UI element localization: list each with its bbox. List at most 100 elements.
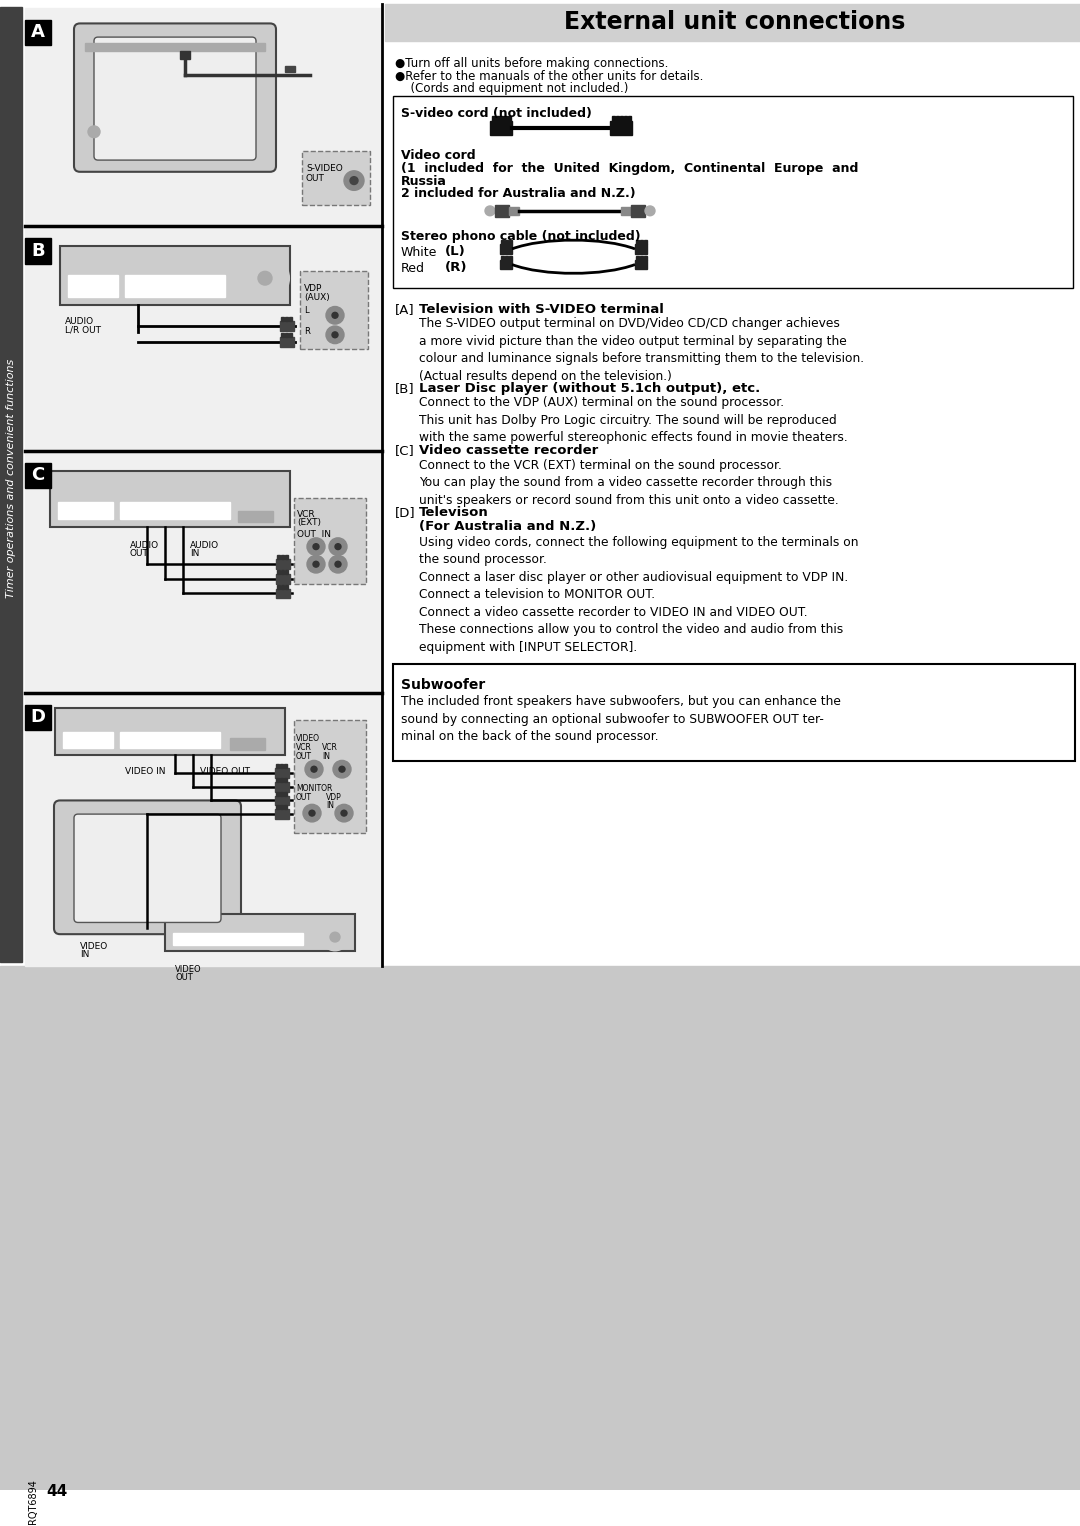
Bar (610, 121, 632, 134)
Text: VDP: VDP (303, 284, 322, 293)
Text: D: D (30, 708, 45, 726)
Bar (276, 555, 280, 560)
Bar (500, 116, 503, 121)
Text: ●Turn off all units before making connections.: ●Turn off all units before making connec… (395, 56, 669, 70)
Text: Using video cords, connect the following equipment to the terminals on
the sound: Using video cords, connect the following… (419, 536, 859, 655)
Bar (624, 116, 627, 121)
Text: L: L (303, 305, 309, 314)
Bar (505, 240, 508, 244)
Bar (50, 470, 291, 526)
Circle shape (321, 923, 349, 951)
Bar (276, 584, 280, 589)
Bar (289, 317, 292, 320)
Bar (55, 708, 285, 754)
Text: AUDIO: AUDIO (190, 540, 219, 549)
Text: 2 included for Australia and N.Z.): 2 included for Australia and N.Z.) (401, 188, 636, 200)
Bar (509, 208, 519, 215)
Bar (505, 256, 508, 259)
Bar (281, 571, 284, 574)
Text: R: R (303, 327, 310, 336)
Text: VDP: VDP (326, 792, 341, 801)
Text: Laser Disc player (without 5.1ch output), etc.: Laser Disc player (without 5.1ch output)… (419, 382, 760, 395)
Text: OUT: OUT (306, 174, 325, 183)
Bar (285, 584, 288, 589)
Bar (275, 795, 289, 806)
Circle shape (309, 810, 315, 816)
Text: OUT: OUT (296, 792, 312, 801)
Text: Red: Red (401, 261, 426, 275)
Bar (280, 765, 283, 768)
Bar (393, 96, 1074, 288)
Text: External unit connections: External unit connections (565, 11, 906, 35)
Circle shape (341, 810, 347, 816)
Bar (25, 238, 51, 264)
Bar (508, 116, 511, 121)
Circle shape (330, 932, 340, 942)
Text: AUDIO: AUDIO (65, 317, 94, 327)
Bar (393, 664, 1075, 761)
Bar (85, 43, 265, 50)
Bar (281, 584, 284, 589)
Circle shape (307, 555, 325, 572)
Bar (496, 116, 499, 121)
Bar (621, 208, 631, 215)
Circle shape (335, 562, 341, 568)
Text: Subwoofer: Subwoofer (401, 679, 485, 693)
Text: White: White (401, 246, 437, 259)
Bar (509, 256, 512, 259)
Bar (0, 966, 1080, 1489)
Bar (501, 240, 504, 244)
Circle shape (326, 307, 345, 324)
Text: (L): (L) (445, 246, 465, 258)
Circle shape (350, 177, 357, 185)
Bar (627, 116, 631, 121)
Text: Russia: Russia (401, 175, 447, 188)
Bar (302, 151, 370, 204)
Circle shape (329, 555, 347, 572)
Text: [A]: [A] (395, 302, 415, 316)
Bar (0, 6, 22, 961)
Text: MONITOR: MONITOR (296, 784, 333, 794)
Circle shape (258, 272, 272, 285)
Circle shape (241, 255, 289, 302)
Bar (285, 555, 288, 560)
Text: Video cord: Video cord (401, 150, 475, 162)
Circle shape (345, 171, 364, 191)
Circle shape (645, 206, 654, 215)
Text: Video cassette recorder: Video cassette recorder (419, 444, 598, 458)
Circle shape (307, 537, 325, 555)
Text: The included front speakers have subwoofers, but you can enhance the
sound by co: The included front speakers have subwoof… (401, 694, 841, 743)
Text: (Cords and equipment not included.): (Cords and equipment not included.) (403, 82, 629, 95)
Bar (275, 809, 289, 819)
Text: IN: IN (190, 548, 200, 557)
FancyBboxPatch shape (94, 37, 256, 160)
Text: OUT: OUT (130, 548, 149, 557)
Circle shape (329, 537, 347, 555)
Text: (For Australia and N.Z.): (For Australia and N.Z.) (419, 520, 596, 533)
Circle shape (313, 543, 319, 549)
Bar (636, 256, 639, 259)
Bar (276, 765, 279, 768)
Text: (EXT): (EXT) (297, 519, 321, 528)
Text: S-VIDEO: S-VIDEO (306, 163, 342, 172)
Text: (1  included  for  the  United  Kingdom,  Continental  Europe  and: (1 included for the United Kingdom, Cont… (401, 162, 859, 175)
Circle shape (335, 543, 341, 549)
Text: RQT6894: RQT6894 (28, 1479, 38, 1524)
Bar (300, 272, 368, 349)
Text: L/R OUT: L/R OUT (65, 325, 102, 334)
Text: [D]: [D] (395, 505, 416, 519)
Text: A: A (31, 23, 45, 41)
Text: VIDEO: VIDEO (80, 942, 108, 951)
Bar (68, 275, 118, 296)
Bar (509, 240, 512, 244)
Bar (294, 497, 366, 584)
Circle shape (332, 313, 338, 319)
Bar (276, 806, 279, 809)
Text: VCR: VCR (296, 743, 312, 752)
Bar (285, 317, 288, 320)
Text: B: B (31, 241, 44, 259)
Text: [C]: [C] (395, 444, 415, 458)
Bar (280, 778, 283, 781)
Bar (284, 806, 287, 809)
Circle shape (87, 127, 100, 137)
